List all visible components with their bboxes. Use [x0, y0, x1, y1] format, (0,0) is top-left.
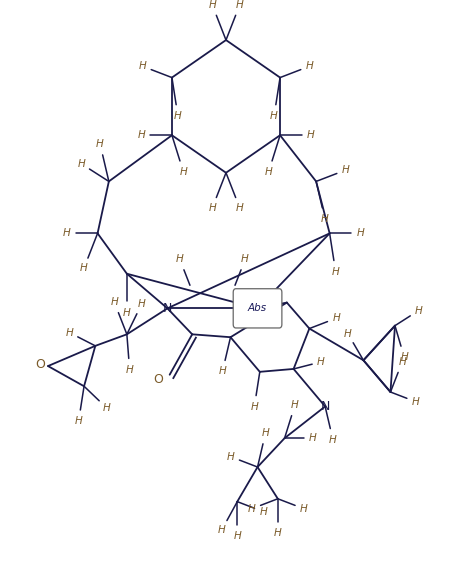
Text: H: H [78, 159, 85, 169]
Text: H: H [235, 203, 243, 213]
Text: H: H [241, 254, 249, 264]
Text: H: H [174, 111, 181, 121]
Text: H: H [320, 214, 328, 224]
Text: H: H [208, 0, 216, 10]
Text: H: H [270, 111, 277, 121]
Text: H: H [125, 365, 133, 375]
Text: H: H [328, 435, 336, 445]
Text: H: H [299, 504, 307, 514]
Text: H: H [290, 400, 298, 410]
Text: H: H [138, 299, 145, 309]
Text: H: H [264, 166, 272, 177]
Text: H: H [123, 308, 130, 318]
Text: H: H [226, 452, 234, 462]
Text: H: H [305, 62, 313, 71]
Text: H: H [250, 402, 258, 412]
Text: H: H [343, 329, 351, 339]
Text: H: H [235, 0, 243, 10]
FancyBboxPatch shape [233, 289, 281, 328]
Text: H: H [63, 229, 71, 239]
Text: H: H [414, 306, 421, 316]
Text: H: H [65, 328, 73, 338]
Text: H: H [331, 314, 339, 323]
Text: H: H [74, 416, 82, 427]
Text: H: H [341, 165, 349, 175]
Text: H: H [208, 203, 216, 213]
Text: H: H [259, 506, 267, 517]
Text: N: N [162, 302, 172, 315]
Text: H: H [110, 297, 118, 307]
Text: O: O [153, 373, 163, 386]
Text: Abs: Abs [248, 304, 267, 314]
Text: O: O [35, 359, 45, 372]
Text: H: H [102, 403, 110, 413]
Text: H: H [306, 130, 314, 140]
Text: H: H [273, 529, 281, 539]
Text: H: H [397, 357, 405, 367]
Text: H: H [261, 428, 269, 438]
Text: H: H [356, 229, 364, 239]
Text: H: H [218, 366, 226, 376]
Text: H: H [331, 267, 339, 277]
Text: H: H [96, 139, 104, 149]
Text: N: N [320, 400, 329, 413]
Text: H: H [400, 352, 407, 362]
Text: H: H [175, 254, 184, 264]
Text: H: H [217, 525, 225, 535]
Text: H: H [233, 532, 240, 541]
Text: H: H [308, 433, 316, 443]
Text: H: H [248, 504, 255, 514]
Text: H: H [317, 357, 324, 367]
Text: H: H [80, 264, 87, 274]
Text: H: H [138, 62, 146, 71]
Text: H: H [411, 397, 419, 407]
Text: H: H [137, 130, 145, 140]
Text: H: H [179, 166, 187, 177]
